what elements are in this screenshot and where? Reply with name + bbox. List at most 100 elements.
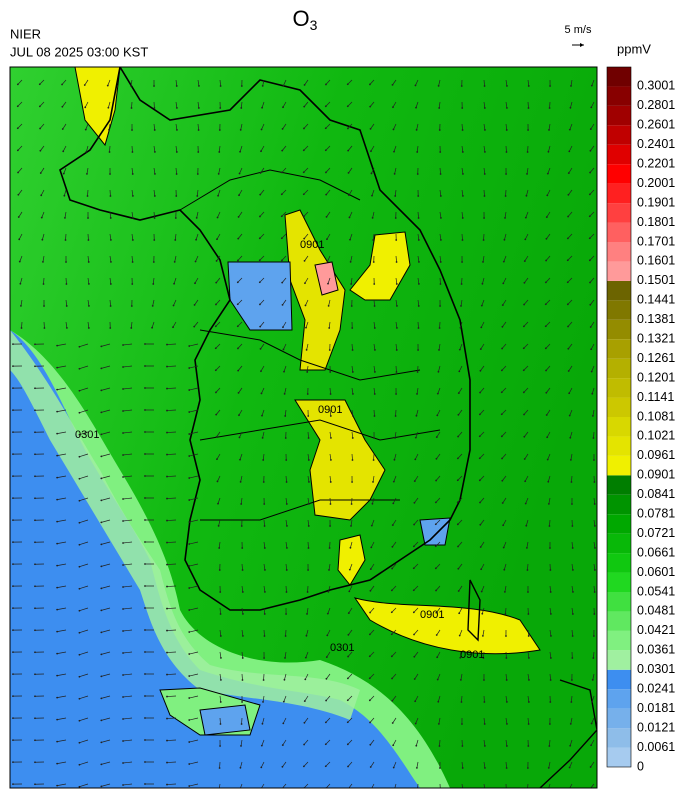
wind-arrow-head (263, 635, 266, 637)
wind-arrow-head (392, 106, 394, 109)
wind-arrow (502, 321, 507, 328)
wind-arrow (460, 299, 463, 306)
wind-arrow-head (43, 305, 45, 307)
wind-arrow (79, 761, 89, 766)
wind-arrow-head (216, 238, 218, 241)
wind-arrow-head (239, 789, 241, 791)
wind-arrow-head (197, 107, 200, 109)
wind-arrow-head (259, 325, 262, 328)
wind-arrow-head (505, 789, 507, 791)
wind-arrow-head (567, 325, 569, 328)
wind-arrow-head (144, 695, 146, 697)
wind-arrow (189, 541, 199, 545)
wind-arrow (153, 211, 155, 219)
wind-arrow (415, 717, 419, 724)
wind-arrow-head (459, 656, 462, 659)
wind-arrow-head (303, 84, 306, 86)
wind-arrow (349, 211, 353, 218)
wind-arrow-head (285, 459, 288, 461)
wind-arrow-head (438, 349, 440, 351)
wind-arrow-head (325, 656, 328, 658)
wind-arrow (351, 343, 353, 351)
wind-arrow-head (144, 453, 146, 455)
wind-arrow-head (195, 216, 198, 219)
wind-arrow-head (281, 281, 284, 284)
colorbar-segment (607, 689, 631, 709)
wind-arrow-head (214, 325, 217, 328)
wind-arrow-head (523, 303, 525, 306)
wind-arrow (592, 673, 595, 680)
wind-arrow-head (56, 586, 59, 589)
wind-arrow (479, 497, 485, 503)
wind-arrow (570, 717, 573, 724)
wind-arrow-head (188, 697, 191, 699)
wind-arrow (189, 343, 199, 347)
wind-arrow (568, 387, 573, 394)
wind-arrow-head (281, 149, 284, 152)
wind-arrow (347, 101, 353, 107)
wind-arrow (371, 189, 375, 196)
wind-arrow-head (286, 547, 288, 549)
wind-arrow-head (505, 151, 508, 153)
wind-arrow-head (346, 677, 349, 680)
wind-arrow (241, 651, 244, 658)
wind-arrow-head (34, 739, 36, 742)
wind-arrow-head (260, 150, 262, 153)
wind-arrow-head (568, 414, 571, 417)
wind-arrow (57, 431, 67, 434)
yellow-zone (349, 231, 411, 301)
wind-arrow-head (374, 371, 376, 373)
wind-arrow-head (144, 365, 146, 367)
wind-arrow (589, 167, 595, 173)
wind-arrow (152, 299, 155, 306)
wind-arrow-head (500, 435, 503, 438)
wind-arrow-head (440, 239, 442, 241)
wind-arrow-head (281, 765, 284, 768)
wind-arrow (193, 321, 199, 327)
wind-arrow (281, 277, 287, 283)
wind-arrow-head (415, 744, 418, 747)
wind-arrow (123, 761, 133, 764)
wind-arrow (219, 79, 221, 87)
wind-arrow-head (100, 631, 103, 634)
wind-arrow (527, 695, 530, 702)
colorbar-label: 0.1081 (637, 409, 675, 423)
wind-arrow (238, 409, 243, 416)
wind-arrow-head (122, 630, 124, 632)
wind-arrow (240, 739, 243, 746)
wind-arrow-head (16, 105, 19, 108)
wind-arrow (413, 541, 419, 547)
wind-arrow-head (236, 325, 239, 328)
colorbar-segment (607, 144, 631, 165)
wind-arrow-head (324, 105, 327, 108)
wind-arrow (502, 519, 507, 526)
wind-arrow (166, 607, 177, 609)
wind-arrow (549, 585, 552, 593)
wind-arrow (238, 189, 243, 196)
wind-arrow-head (43, 327, 46, 329)
wind-arrow (86, 167, 89, 174)
wind-arrow-head (303, 127, 305, 130)
colorbar-segment (607, 728, 631, 748)
wind-arrow-head (391, 83, 394, 86)
wind-arrow (460, 673, 463, 680)
wind-arrow (395, 321, 398, 328)
wind-arrow-head (220, 657, 222, 659)
wind-arrow-head (593, 503, 596, 505)
wind-arrow-head (436, 678, 439, 681)
wind-arrow-head (501, 457, 503, 460)
contour-label: 0901 (460, 649, 484, 661)
wind-arrow-head (501, 304, 504, 306)
wind-arrow (218, 519, 221, 526)
wind-arrow (435, 475, 441, 481)
contour-label: 0301 (75, 429, 99, 441)
wind-arrow (458, 585, 463, 592)
wind-arrow-head (12, 629, 14, 632)
wind-arrow (153, 189, 156, 196)
wind-arrow (189, 761, 199, 765)
wind-arrow (57, 541, 67, 544)
wind-arrow (303, 211, 309, 217)
wind-arrow-head (12, 519, 14, 522)
wind-arrow-head (392, 502, 395, 505)
wind-arrow (303, 761, 309, 767)
